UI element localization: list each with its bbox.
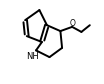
Text: NH: NH — [26, 52, 39, 61]
Text: O: O — [69, 19, 75, 28]
